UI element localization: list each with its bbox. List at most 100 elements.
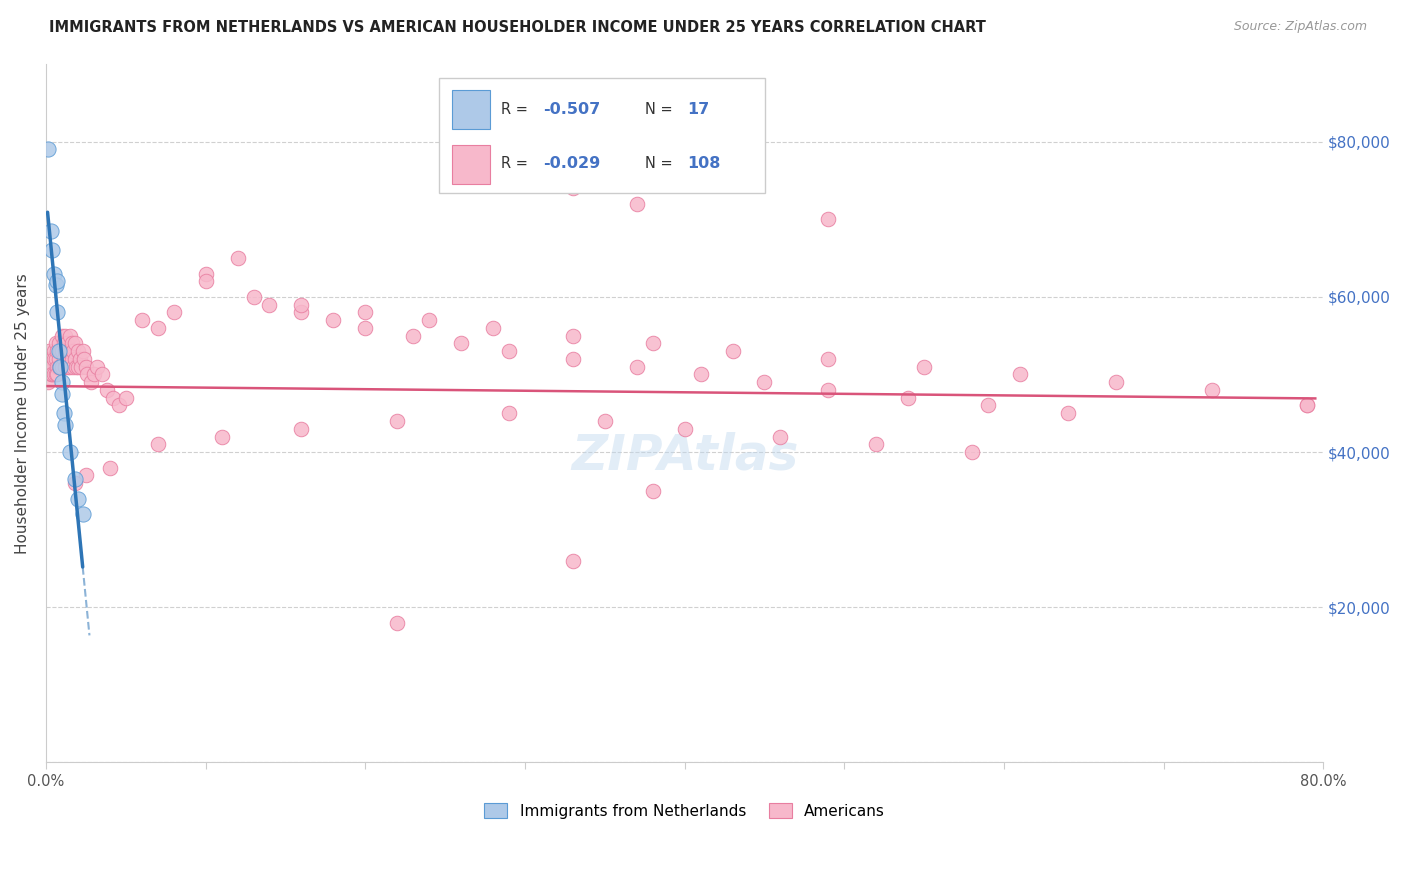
Point bbox=[46, 274, 69, 288]
Point bbox=[48, 351, 70, 366]
Point bbox=[163, 305, 186, 319]
Point bbox=[498, 406, 520, 420]
Point bbox=[52, 351, 75, 366]
Point bbox=[114, 391, 136, 405]
Point bbox=[354, 305, 377, 319]
Point bbox=[39, 368, 62, 382]
Point bbox=[98, 460, 121, 475]
Point bbox=[70, 359, 93, 374]
Point bbox=[46, 359, 69, 374]
Point bbox=[51, 375, 73, 389]
Point bbox=[63, 336, 86, 351]
Point bbox=[354, 321, 377, 335]
Point bbox=[673, 422, 696, 436]
Point bbox=[561, 554, 583, 568]
Point bbox=[593, 414, 616, 428]
Point bbox=[75, 359, 97, 374]
Text: ZIPAtlas: ZIPAtlas bbox=[571, 431, 799, 479]
Point bbox=[482, 321, 505, 335]
Point bbox=[817, 212, 839, 227]
Point bbox=[641, 483, 664, 498]
Point bbox=[721, 344, 744, 359]
Point bbox=[38, 344, 60, 359]
Point bbox=[1201, 383, 1223, 397]
Point bbox=[52, 336, 75, 351]
Point bbox=[865, 437, 887, 451]
Point bbox=[242, 290, 264, 304]
Point bbox=[79, 375, 101, 389]
Point bbox=[59, 445, 82, 459]
Point bbox=[51, 344, 73, 359]
Point bbox=[76, 368, 98, 382]
Point bbox=[55, 351, 77, 366]
Point bbox=[38, 351, 60, 366]
Point bbox=[66, 344, 89, 359]
Point bbox=[960, 445, 983, 459]
Point bbox=[83, 368, 105, 382]
Point bbox=[817, 351, 839, 366]
Point bbox=[769, 429, 792, 443]
Point bbox=[58, 359, 80, 374]
Point bbox=[39, 224, 62, 238]
Point bbox=[60, 351, 83, 366]
Point bbox=[63, 351, 86, 366]
Point bbox=[226, 251, 249, 265]
Point bbox=[259, 297, 281, 311]
Point bbox=[48, 344, 70, 359]
Point bbox=[51, 387, 73, 401]
Point bbox=[977, 399, 1000, 413]
Point bbox=[1105, 375, 1128, 389]
Point bbox=[450, 336, 472, 351]
Point bbox=[72, 344, 94, 359]
Point bbox=[58, 344, 80, 359]
Point bbox=[46, 368, 69, 382]
Point bbox=[1008, 368, 1031, 382]
Point bbox=[69, 351, 91, 366]
Point bbox=[86, 359, 108, 374]
Point bbox=[290, 422, 312, 436]
Point bbox=[37, 375, 59, 389]
Point bbox=[754, 375, 776, 389]
Point bbox=[194, 267, 217, 281]
Point bbox=[65, 359, 87, 374]
Point bbox=[42, 267, 65, 281]
Point bbox=[108, 399, 131, 413]
Point bbox=[402, 328, 425, 343]
Point bbox=[96, 383, 118, 397]
Point bbox=[146, 321, 169, 335]
Point bbox=[55, 336, 77, 351]
Point bbox=[75, 468, 97, 483]
Point bbox=[39, 359, 62, 374]
Point bbox=[498, 344, 520, 359]
Point bbox=[51, 359, 73, 374]
Point bbox=[41, 244, 63, 258]
Point bbox=[46, 344, 69, 359]
Point bbox=[561, 351, 583, 366]
Point bbox=[72, 507, 94, 521]
Point bbox=[49, 344, 72, 359]
Point bbox=[41, 359, 63, 374]
Point bbox=[49, 359, 72, 374]
Point bbox=[290, 305, 312, 319]
Point bbox=[42, 344, 65, 359]
Point bbox=[49, 359, 72, 374]
Point bbox=[51, 328, 73, 343]
Point bbox=[90, 368, 112, 382]
Point bbox=[290, 297, 312, 311]
Point bbox=[817, 383, 839, 397]
Point bbox=[45, 336, 67, 351]
Point bbox=[42, 368, 65, 382]
Point bbox=[45, 351, 67, 366]
Point bbox=[194, 274, 217, 288]
Point bbox=[626, 359, 648, 374]
Point bbox=[48, 359, 70, 374]
Point bbox=[45, 278, 67, 293]
Text: IMMIGRANTS FROM NETHERLANDS VS AMERICAN HOUSEHOLDER INCOME UNDER 25 YEARS CORREL: IMMIGRANTS FROM NETHERLANDS VS AMERICAN … bbox=[49, 20, 986, 35]
Point bbox=[62, 359, 84, 374]
Point bbox=[387, 414, 409, 428]
Point bbox=[561, 181, 583, 195]
Point bbox=[62, 344, 84, 359]
Point bbox=[46, 305, 69, 319]
Point bbox=[59, 344, 82, 359]
Y-axis label: Householder Income Under 25 years: Householder Income Under 25 years bbox=[15, 273, 30, 554]
